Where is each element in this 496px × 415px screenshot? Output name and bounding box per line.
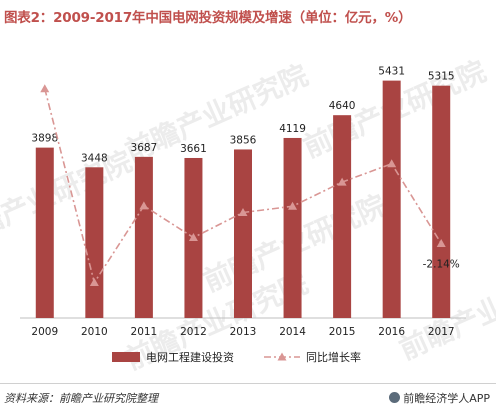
legend-label-line: 同比增长率 — [306, 350, 361, 364]
legend-swatch-bar — [112, 352, 140, 362]
legend-marker-line — [277, 352, 287, 361]
bar-data-label: 5431 — [378, 66, 405, 78]
x-tick-label: 2016 — [378, 326, 405, 338]
bar — [134, 156, 153, 318]
brand-credit: 前瞻经济学人APP — [389, 390, 490, 406]
x-tick-label: 2011 — [131, 326, 158, 338]
growth-rate-point — [288, 201, 298, 210]
chart-plot: 3898 3448 3687 3661 3856 4119 4640 5431 5315 2009… — [20, 66, 466, 364]
chart-title: 图表2：2009-2017年中国电网投资规模及增速（单位：亿元，%） — [4, 10, 412, 26]
bar — [382, 80, 401, 319]
brand-label: 前瞻经济学人APP — [403, 392, 490, 405]
bar-data-label: 3448 — [81, 152, 108, 164]
growth-rate-point — [40, 84, 50, 93]
growth-rate-point — [139, 201, 149, 210]
growth-rate-point — [436, 239, 446, 248]
x-tick-label: 2014 — [279, 326, 306, 338]
growth-rate-point — [337, 177, 347, 186]
x-tick-label: 2009 — [31, 326, 58, 338]
x-tick-label: 2015 — [329, 326, 356, 338]
bar-data-label: 5315 — [428, 71, 455, 83]
bar-data-label: 4640 — [329, 100, 356, 112]
x-tick-label: 2012 — [180, 326, 207, 338]
qianzhan-logo-icon — [389, 392, 401, 403]
bar-data-label: 3856 — [230, 134, 257, 146]
bar — [35, 147, 54, 318]
x-tick-label: 2013 — [230, 326, 257, 338]
growth-rate-point — [387, 159, 397, 168]
growth-rate-point — [238, 208, 248, 217]
source-note: 资料来源：前瞻产业研究院整理 — [4, 392, 158, 405]
x-tick-label: 2017 — [428, 326, 455, 338]
legend-label-bar: 电网工程建设投资 — [146, 350, 234, 364]
bar-data-label: 3661 — [180, 143, 207, 155]
bar — [85, 167, 104, 318]
growth-rate-point — [89, 278, 99, 287]
bar-data-label: 3898 — [31, 133, 58, 145]
line-data-label: -2.14% — [423, 259, 460, 271]
bar — [333, 115, 352, 318]
footer-divider — [0, 383, 496, 384]
bar-data-label: 4119 — [279, 123, 306, 135]
growth-rate-point — [188, 233, 198, 242]
bar-data-label: 3687 — [131, 142, 158, 154]
x-tick-label: 2010 — [81, 326, 108, 338]
bar — [283, 137, 302, 318]
bar — [432, 85, 451, 318]
bar — [234, 149, 252, 318]
